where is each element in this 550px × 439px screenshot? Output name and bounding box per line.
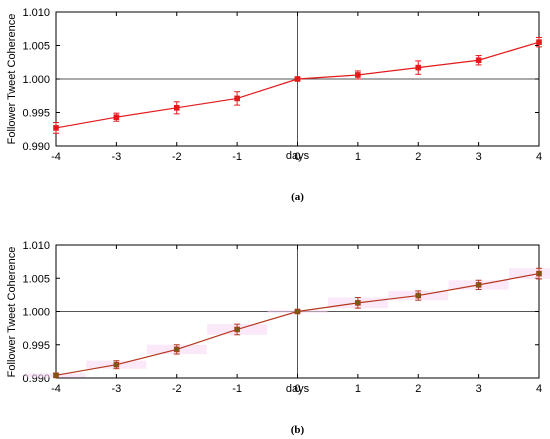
x-tick-label: -4 (51, 151, 61, 163)
panel-label: (b) (291, 424, 305, 436)
y-tick-label: 0.995 (22, 108, 50, 120)
y-tick-label: 1.010 (22, 7, 50, 19)
series-1 (53, 36, 542, 134)
series-1 (26, 267, 550, 379)
data-point (113, 361, 120, 368)
y-tick-label: 1.005 (22, 41, 50, 53)
data-point (475, 282, 482, 288)
x-axis-title: days (286, 150, 310, 162)
data-point (294, 76, 301, 82)
y-axis-title: Follower Tweet Coherence (6, 14, 18, 145)
data-point (53, 125, 59, 131)
y-tick-label: 0.990 (22, 141, 50, 153)
x-tick-label: 1 (355, 151, 361, 163)
data-point (53, 372, 59, 379)
chart-panel-2: -4 -3 -2 -1 0 1 2 3 40.9900.9951.0001.0051.010da… (6, 240, 550, 436)
x-tick-label: 0 (294, 151, 300, 163)
data-point (294, 308, 301, 315)
data-point (415, 64, 422, 71)
x-tick-label: 1 (355, 383, 361, 395)
x-tick-label: -1 (232, 383, 242, 395)
data-point (234, 326, 240, 333)
x-tick-label: -4 (51, 383, 61, 395)
y-tick-label: 1.010 (22, 240, 50, 252)
x-tick-label: 3 (476, 151, 482, 163)
x-tick-label: 3 (476, 383, 482, 395)
data-point (173, 346, 180, 353)
x-tick-label: 2 (415, 151, 421, 163)
y-tick-label: 1.000 (22, 307, 50, 319)
x-tick-label: -2 (172, 151, 182, 163)
data-point (475, 57, 482, 64)
x-axis-title: days (286, 383, 310, 395)
panel-label: (a) (291, 191, 304, 203)
chart-panel-1: -4 -3 -2 -1 0 1 2 3 4 0.990 0.995 1.000 1.005 1.010 da… (6, 7, 542, 203)
x-tick-label: 4 (536, 383, 542, 395)
data-point (415, 292, 422, 299)
data-point (173, 105, 180, 111)
y-tick-label: 1.000 (22, 74, 50, 86)
x-tick-label: -3 (111, 151, 121, 163)
data-point (234, 95, 240, 102)
data-point (355, 300, 361, 306)
x-tick-label: 2 (415, 383, 421, 395)
x-tick-label: -3 (111, 383, 121, 395)
x-tick-label: 4 (536, 151, 542, 163)
uncertainty-band (509, 268, 550, 279)
y-tick-label: 1.005 (22, 273, 50, 285)
data-point (536, 39, 542, 45)
x-tick-label: -1 (232, 151, 242, 163)
data-point (536, 270, 542, 277)
y-tick-label: 0.995 (22, 340, 50, 352)
x-tick-label: 0 (294, 383, 300, 395)
x-tick-label: -2 (172, 383, 182, 395)
data-point (355, 72, 361, 78)
y-axis-title: Follower Tweet Coherence (6, 247, 18, 378)
data-point (113, 114, 120, 120)
